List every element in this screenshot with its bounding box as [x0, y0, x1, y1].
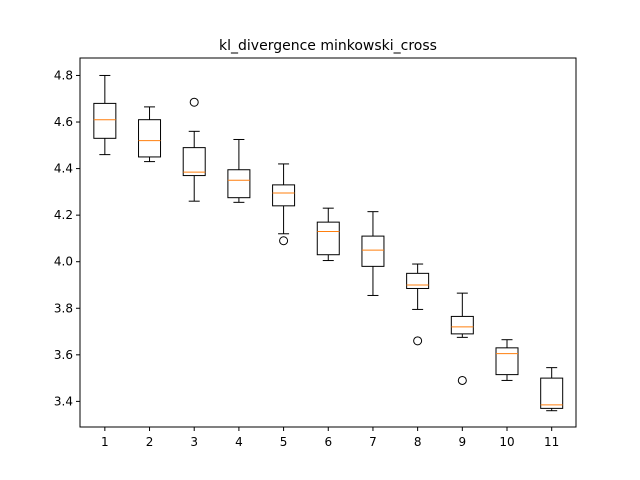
x-tick-label: 2	[146, 435, 154, 449]
box-body	[540, 377, 564, 409]
outlier-point	[279, 236, 289, 246]
x-tick-label: 11	[544, 435, 559, 449]
x-tick-label: 3	[190, 435, 198, 449]
y-tick-label: 4.2	[54, 208, 73, 222]
box-group	[138, 106, 162, 163]
x-tick-label: 4	[235, 435, 243, 449]
x-tick-label: 10	[499, 435, 514, 449]
box-group	[272, 163, 296, 246]
box-group	[316, 207, 340, 262]
y-tick-label: 4.6	[54, 115, 73, 129]
box-group	[361, 211, 385, 296]
box-body	[182, 147, 206, 177]
chart-title: kl_divergence minkowski_cross	[219, 38, 437, 54]
box-group	[93, 74, 117, 156]
x-tick-label: 8	[414, 435, 422, 449]
box-body	[316, 221, 340, 256]
plot-frame	[79, 57, 577, 428]
x-tick-label: 5	[280, 435, 288, 449]
y-tick-label: 3.4	[54, 394, 73, 408]
outlier-point	[189, 97, 199, 107]
box-group	[450, 292, 474, 385]
outlier-point	[457, 375, 467, 385]
axes-layer: 1 2 3 4 5 6 7 8 9 10 11 3.4 3.6 3.8 4.0 4.2 4.4 4.6 4.8	[54, 68, 559, 449]
x-tick-label: 1	[101, 435, 109, 449]
box-body	[272, 184, 296, 207]
box-group	[227, 138, 251, 203]
y-tick-label: 4.0	[54, 255, 73, 269]
box-group	[406, 263, 430, 346]
box-body	[93, 102, 117, 139]
x-tick-label: 6	[324, 435, 332, 449]
box-body	[361, 235, 385, 267]
x-tick-label: 9	[458, 435, 466, 449]
box-group	[495, 339, 519, 381]
x-tick-label: 7	[369, 435, 377, 449]
y-tick-label: 4.4	[54, 162, 73, 176]
box-body	[450, 315, 474, 335]
box-body	[406, 272, 430, 289]
box-body	[227, 169, 251, 199]
box-body	[138, 119, 162, 158]
box-body	[495, 347, 519, 376]
box-group	[540, 367, 564, 412]
y-tick-label: 4.8	[54, 68, 73, 82]
y-tick-label: 3.8	[54, 301, 73, 315]
y-tick-label: 3.6	[54, 348, 73, 362]
box-group	[182, 97, 206, 202]
plot-marks	[93, 74, 564, 412]
outlier-point	[413, 336, 423, 346]
